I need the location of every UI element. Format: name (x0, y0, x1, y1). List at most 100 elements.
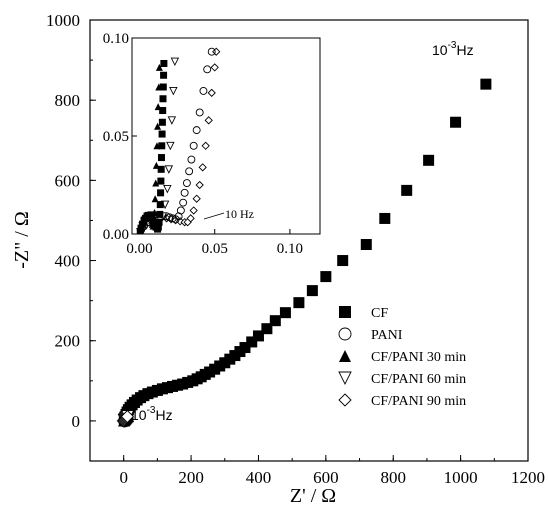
data-point (320, 271, 332, 283)
inset-data-point (198, 163, 207, 172)
inset-y-tick-label: 0.10 (103, 31, 129, 47)
inset-data-point (151, 195, 159, 203)
inset-data-point (204, 116, 213, 125)
data-point (293, 297, 305, 309)
inset-data-point (157, 165, 165, 173)
main-axis-ticks (89, 19, 529, 462)
inset-data-point (199, 86, 208, 95)
main-plot: 0 200 400 600 800 1000 1200 0 200 400 600 800 1000 (46, 11, 545, 487)
inset-data-point (171, 215, 180, 224)
y-tick-label: 800 (55, 91, 81, 110)
inset-series-cf (136, 59, 168, 234)
data-point (401, 184, 413, 196)
x-tick-label: 200 (178, 468, 204, 487)
inset-data-point (151, 219, 159, 227)
legend-marker (338, 327, 352, 341)
inset-data-point (207, 47, 216, 56)
legend-marker (339, 350, 351, 362)
x-tick-label: 400 (246, 468, 272, 487)
inset-data-point (158, 142, 166, 150)
inset-data-point (152, 179, 160, 187)
inset-x-tick-label: 0.10 (277, 241, 303, 257)
data-point (480, 78, 492, 90)
inset-data-point (159, 107, 167, 115)
inset-data-point (155, 63, 163, 71)
inset-x-tick-label: 0.05 (202, 241, 228, 257)
inset-axis-ticks (132, 37, 291, 235)
inset-data-point (189, 141, 198, 150)
inset-annotation-pointer (203, 212, 225, 220)
inset-data-point (155, 218, 163, 226)
data-point (120, 409, 135, 424)
data-point (252, 330, 264, 342)
inset-data-point (157, 189, 165, 197)
inset-data-point (166, 141, 175, 151)
inset-data-point (157, 154, 165, 162)
x-tick-label: 1000 (444, 468, 478, 487)
inset-data-point (207, 88, 216, 98)
inset-data-point (159, 83, 167, 91)
main-plot-frame (89, 19, 529, 462)
inset-data-point (176, 206, 185, 215)
inset-data-point (186, 214, 195, 223)
inset-data-point (164, 165, 174, 174)
legend-label: PANI (371, 328, 403, 343)
inset-data-point (169, 86, 178, 96)
inset-tick-labels: 0.00 0.05 0.10 0.00 0.05 0.10 (103, 31, 303, 257)
inset-data-point (154, 223, 162, 231)
inset-data-point (154, 122, 162, 130)
inset-data-point (170, 57, 180, 67)
inset-data-point (157, 177, 165, 185)
inset-data-point (180, 188, 189, 197)
y-tick-label: 1000 (46, 11, 80, 30)
inset-data-point (187, 155, 196, 164)
legend-label: CF/PANI 30 min (371, 350, 466, 365)
inset-data-point (203, 65, 212, 74)
data-point (423, 154, 435, 166)
inset-data-point (179, 198, 188, 207)
inset-data-point (156, 210, 164, 218)
x-axis-label: Z' / Ω (290, 485, 336, 507)
inset-data-point (159, 95, 167, 103)
x-tick-label: 0 (119, 468, 128, 487)
legend: CF PANI CF/PANI 30 min CF/PANI 60 min CF/PAN… (338, 306, 466, 409)
main-tick-labels: 0 200 400 600 800 1000 1200 0 200 400 600 800 1000 (46, 11, 545, 487)
data-point (239, 342, 251, 354)
inset-data-point (158, 118, 166, 126)
data-point (246, 336, 258, 348)
y-tick-label: 400 (55, 252, 81, 271)
inset-data-point (195, 108, 204, 117)
main-data-points (116, 78, 492, 428)
legend-label: CF (371, 306, 388, 321)
x-tick-label: 1200 (511, 468, 545, 487)
data-point (360, 239, 372, 251)
inset-data-points (136, 47, 221, 234)
inset-x-tick-label: 0.00 (126, 241, 152, 257)
data-point (337, 255, 349, 267)
inset-plot: 0.00 0.05 0.10 0.00 0.05 0.10 10 Hz (103, 31, 321, 257)
legend-label: CF/PANI 60 min (371, 372, 466, 387)
inset-data-point (163, 184, 172, 194)
series-cf-pani-90-min (116, 409, 135, 428)
data-point (269, 315, 281, 327)
inset-data-point (195, 180, 204, 190)
inset-data-point (137, 224, 145, 232)
legend-marker (339, 306, 351, 318)
data-point (279, 307, 291, 319)
data-point (306, 285, 318, 297)
inset-data-point (185, 167, 194, 176)
inset-data-point (182, 179, 191, 187)
inset-data-point (158, 130, 166, 138)
series-cf (118, 78, 492, 425)
inset-data-point (210, 63, 219, 72)
y-axis-label: -Z" / Ω (11, 211, 33, 268)
inset-data-point (201, 141, 210, 150)
inset-data-point (160, 71, 168, 79)
legend-marker (338, 371, 352, 386)
inset-data-point (160, 59, 168, 67)
y-tick-label: 600 (55, 171, 81, 190)
annotation-high-frequency: 10-3Hz (432, 40, 474, 58)
legend-marker (338, 393, 352, 407)
y-tick-label: 0 (72, 412, 81, 431)
